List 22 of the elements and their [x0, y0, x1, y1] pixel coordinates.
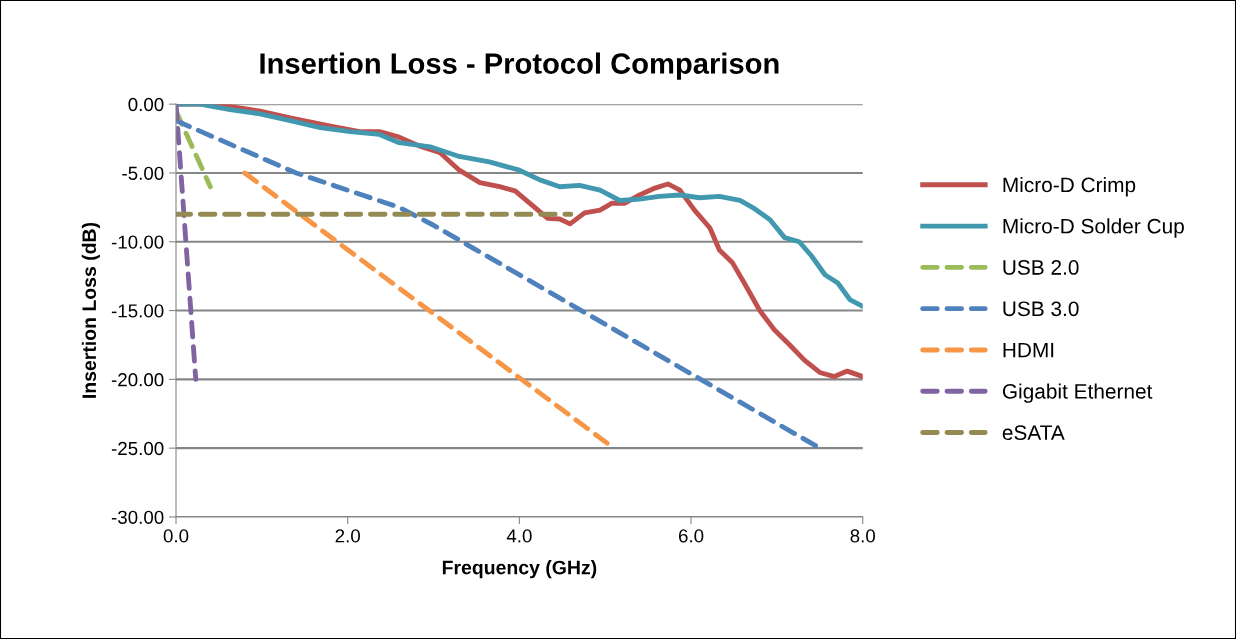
legend-label: eSATA [1002, 425, 1065, 441]
x-tick-label: 2.0 [335, 529, 360, 543]
y-axis-title: Insertion Loss (dB) [81, 222, 100, 398]
x-tick-label: 8.0 [850, 529, 876, 543]
legend-label: Micro-D Solder Cup [1003, 218, 1184, 238]
y-tick-label: -15.00 [111, 304, 164, 318]
legend-label: Micro-D Crimp [1003, 176, 1136, 197]
legend-label: USB 2.0 [1003, 260, 1079, 275]
y-tick-label: -25.00 [111, 441, 164, 456]
x-tick-label: 6.0 [678, 529, 704, 543]
y-tick-label: 0.00 [128, 97, 164, 112]
y-tick-label: -30.00 [111, 510, 164, 524]
y-tick-label: -5.00 [122, 166, 164, 180]
chart-title: Insertion Loss - Protocol Comparison [260, 52, 779, 80]
x-tick-label: 0.0 [163, 529, 189, 543]
y-tick-label: -10.00 [111, 235, 164, 249]
x-tick-label: 4.0 [506, 529, 532, 543]
y-tick-label: -20.00 [111, 373, 164, 387]
legend-label: Gigabit Ethernet [1002, 383, 1153, 403]
x-axis-title: Frequency (GHz) [442, 560, 597, 579]
legend-label: USB 3.0 [1003, 301, 1079, 317]
legend-label: HDMI [1003, 342, 1054, 358]
